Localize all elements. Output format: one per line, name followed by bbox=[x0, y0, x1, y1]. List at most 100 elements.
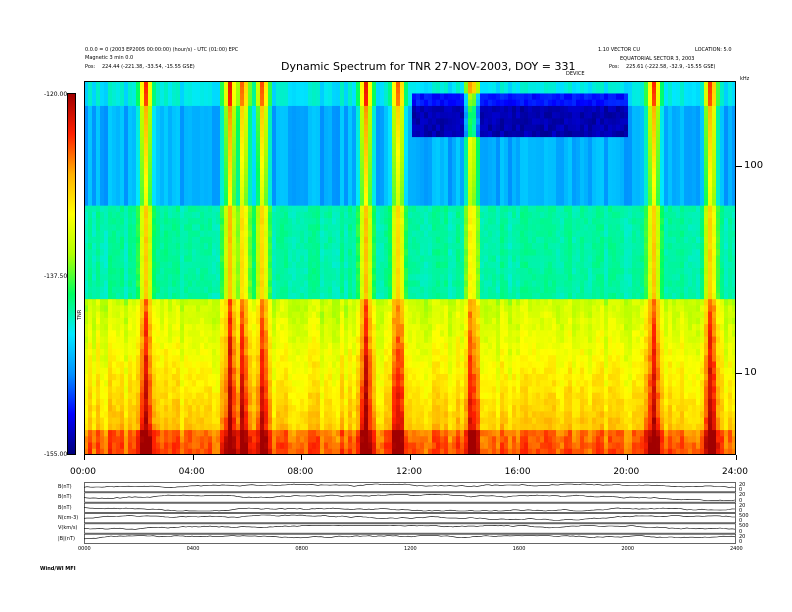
spectrogram-cell bbox=[160, 380, 165, 388]
spectrogram-cell bbox=[336, 349, 341, 356]
spectrogram-cell bbox=[364, 336, 369, 344]
spectrogram-cell bbox=[324, 81, 329, 88]
spectrogram-cell bbox=[120, 436, 125, 444]
spectrogram-cell bbox=[400, 280, 405, 288]
spectrogram-cell bbox=[184, 330, 189, 338]
spectrogram-cell bbox=[252, 311, 257, 319]
spectrogram-cell bbox=[380, 249, 385, 257]
spectrogram-cell bbox=[380, 137, 385, 144]
spectrogram-cell bbox=[260, 236, 265, 244]
spectrogram-cell bbox=[304, 249, 309, 257]
spectrogram-cell bbox=[328, 286, 333, 294]
spectrogram-cell bbox=[412, 130, 417, 138]
spectrogram-cell bbox=[380, 230, 385, 238]
spectrogram-cell bbox=[400, 105, 405, 113]
spectrogram-cell bbox=[144, 199, 149, 207]
spectrogram-cell bbox=[128, 398, 133, 406]
spectrogram-cell bbox=[352, 143, 357, 151]
spectrogram-cell bbox=[156, 442, 161, 450]
spectrogram-cell bbox=[268, 380, 273, 388]
spectrogram-cell bbox=[404, 130, 409, 138]
spectrogram-cell bbox=[372, 268, 377, 275]
spectrogram-cell bbox=[152, 268, 157, 275]
spectrogram-cell bbox=[404, 305, 409, 313]
spectrogram-cell bbox=[108, 386, 113, 394]
spectrogram-cell bbox=[112, 355, 117, 363]
spectrogram-cell bbox=[336, 149, 341, 157]
spectrogram-cell bbox=[256, 324, 261, 331]
spectrogram-cell bbox=[192, 373, 197, 381]
spectrogram-cell bbox=[376, 155, 381, 163]
spectrogram-cell bbox=[176, 280, 181, 288]
spectrogram-cell bbox=[288, 174, 293, 182]
spectrogram-cell bbox=[344, 268, 349, 275]
spectrogram-cell bbox=[340, 405, 345, 412]
spectrogram-cell bbox=[312, 292, 317, 300]
spectrogram-cell bbox=[240, 268, 245, 275]
spectrogram-cell bbox=[408, 361, 413, 369]
spectrogram-cell bbox=[360, 205, 365, 213]
spectrogram-cell bbox=[360, 224, 365, 232]
spectrogram-cell bbox=[276, 87, 281, 95]
spectrogram-cell bbox=[348, 324, 353, 331]
spectrogram-cell bbox=[296, 162, 301, 169]
spectrogram-cell bbox=[272, 436, 277, 444]
spectrogram-cell bbox=[120, 336, 125, 344]
spectrogram-cell bbox=[200, 280, 205, 288]
spectrogram-cell bbox=[92, 143, 97, 151]
spectrogram-cell bbox=[332, 448, 337, 455]
spectrogram-cell bbox=[112, 392, 117, 400]
spectrogram-cell bbox=[128, 155, 133, 163]
spectrogram-cell bbox=[336, 398, 341, 406]
spectrogram-cell bbox=[160, 149, 165, 157]
spectrogram-cell bbox=[192, 342, 197, 350]
spectrogram-cell bbox=[112, 93, 117, 101]
spectrogram-cell bbox=[304, 205, 309, 213]
spectrogram-cell bbox=[372, 417, 377, 425]
spectrogram-cell bbox=[328, 124, 333, 132]
spectrogram-cell bbox=[364, 186, 369, 194]
spectrogram-cell bbox=[328, 423, 333, 431]
spectrogram-cell bbox=[396, 417, 401, 425]
spectrogram-cell bbox=[140, 224, 145, 232]
spectrogram-cell bbox=[180, 349, 185, 356]
spectrogram-cell bbox=[208, 211, 213, 219]
spectrogram-cell bbox=[104, 124, 109, 132]
spectrogram-cell bbox=[228, 199, 233, 207]
spectrogram-cell bbox=[232, 168, 237, 176]
spectrogram-cell bbox=[164, 268, 169, 275]
spectrogram-cell bbox=[248, 155, 253, 163]
spectrogram-cell bbox=[184, 261, 189, 269]
spectrogram-cell bbox=[328, 162, 333, 169]
spectrogram-cell bbox=[112, 305, 117, 313]
spectrogram-cell bbox=[140, 411, 145, 419]
spectrogram-cell bbox=[232, 448, 237, 455]
spectrogram-cell bbox=[380, 417, 385, 425]
spectrogram-cell bbox=[372, 261, 377, 269]
spectrogram-cell bbox=[180, 386, 185, 394]
spectrogram-cell bbox=[216, 392, 221, 400]
spectrogram-cell bbox=[208, 342, 213, 350]
spectrogram-cell bbox=[304, 112, 309, 119]
spectrogram-cell bbox=[376, 398, 381, 406]
spectrogram-cell bbox=[248, 324, 253, 331]
spectrogram-cell bbox=[100, 361, 105, 369]
spectrogram-cell bbox=[112, 255, 117, 263]
spectrogram-cell bbox=[168, 199, 173, 207]
spectrogram-cell bbox=[92, 155, 97, 163]
spectrogram-cell bbox=[184, 398, 189, 406]
spectrogram-cell bbox=[292, 155, 297, 163]
spectrogram-cell bbox=[304, 380, 309, 388]
spectrogram-cell bbox=[404, 405, 409, 412]
spectrogram-cell bbox=[348, 99, 353, 107]
spectrogram-cell bbox=[288, 292, 293, 300]
spectrogram-cell bbox=[336, 99, 341, 107]
spectrogram-cell bbox=[280, 155, 285, 163]
spectrogram-cell bbox=[268, 93, 273, 101]
spectrogram-cell bbox=[232, 386, 237, 394]
spectrogram-cell bbox=[336, 118, 341, 126]
spectrogram-cell bbox=[188, 330, 193, 338]
spectrogram-cell bbox=[224, 423, 229, 431]
spectrogram-cell bbox=[296, 324, 301, 331]
spectrogram-cell bbox=[188, 162, 193, 169]
